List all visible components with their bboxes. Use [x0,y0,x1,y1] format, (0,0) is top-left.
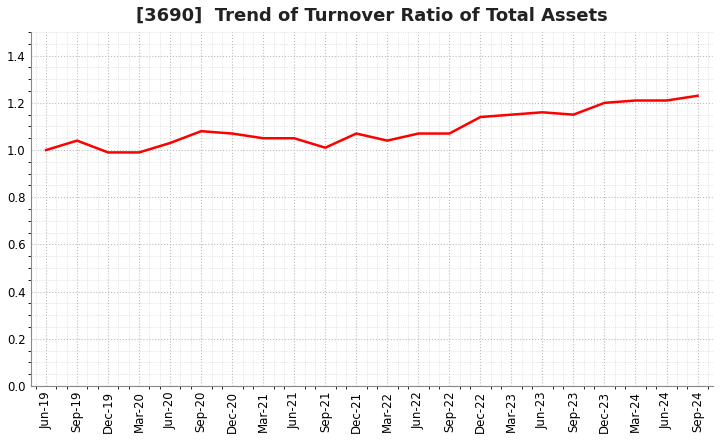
Title: [3690]  Trend of Turnover Ratio of Total Assets: [3690] Trend of Turnover Ratio of Total … [136,7,608,25]
